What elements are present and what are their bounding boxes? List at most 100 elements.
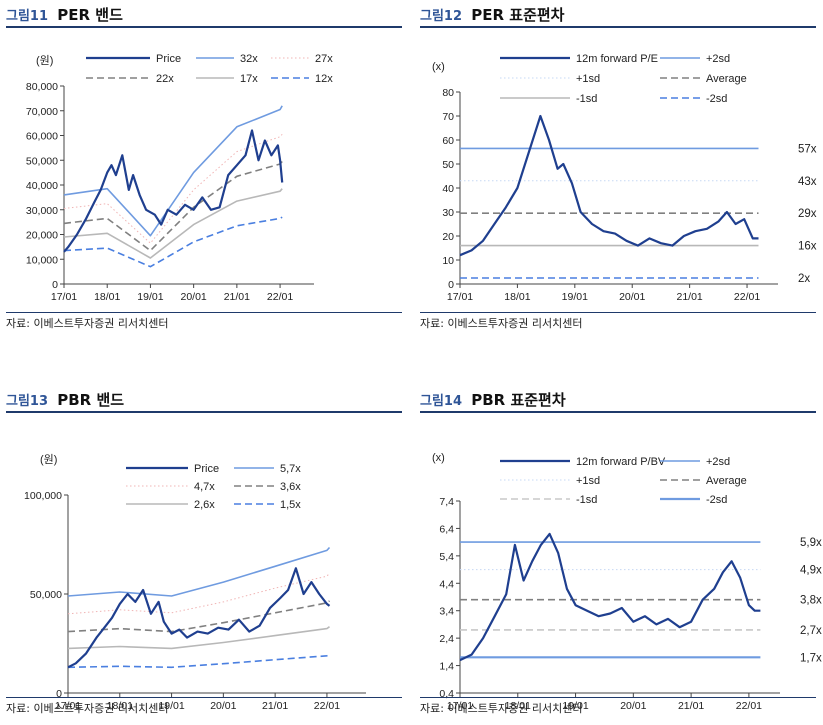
chart-per-band: (원) 0 10,000 20,000 30,000 40,000 50,000 60,000…	[26, 53, 333, 303]
x-tick-label: 21/01	[676, 291, 702, 303]
legend-label: Price	[156, 53, 181, 65]
x-tick-label: 19/01	[562, 291, 588, 303]
unit-label: (x)	[432, 452, 445, 464]
y-tick-label: 80	[442, 87, 454, 99]
legend-label: +1sd	[576, 475, 600, 487]
source-note: 자료: 이베스트투자증권 리서치센터	[6, 697, 402, 716]
y-tick-label: 6,4	[439, 523, 454, 535]
unit-label: (x)	[432, 61, 445, 73]
x-tick-label: 20/01	[619, 291, 645, 303]
x-tick-label: 17/01	[447, 291, 473, 303]
legend-label: 12m forward P/BV	[576, 456, 666, 468]
legend-label: 17x	[240, 73, 258, 85]
series-line-4-7x	[67, 572, 330, 615]
legend-label: 5,7x	[280, 463, 301, 475]
y-tick-label: 0	[52, 279, 58, 291]
series-line-12m-forward-p-bv	[459, 532, 761, 662]
title-divider	[420, 26, 816, 28]
y-tick-label: 60,000	[26, 131, 58, 143]
y-tick-label: 30	[442, 207, 454, 219]
unit-label: (원)	[36, 54, 53, 67]
x-tick-label: 18/01	[505, 700, 531, 712]
y-tick-label: 5,4	[439, 551, 454, 563]
chart-title: PER 밴드	[57, 6, 123, 24]
legend-label: +2sd	[706, 456, 730, 468]
series-line-2-6x	[67, 626, 330, 650]
band-value-label: 5,9x	[800, 537, 822, 549]
band-value-label: 2,7x	[800, 625, 822, 637]
x-tick-label: 20/01	[181, 291, 207, 303]
source-note: 자료: 이베스트투자증권 리서치센터	[420, 312, 816, 331]
legend-label: 27x	[315, 53, 333, 65]
unit-label: (원)	[40, 453, 57, 466]
y-tick-label: 70,000	[26, 106, 58, 118]
series-line-17x	[63, 188, 283, 259]
chart-heading: 그림13 PBR 밴드	[6, 389, 124, 410]
x-tick-label: 18/01	[107, 700, 133, 712]
legend-label: -1sd	[576, 93, 597, 105]
chart-heading: 그림11 PER 밴드	[6, 4, 123, 25]
source-note: 자료: 이베스트투자증권 리서치센터	[420, 697, 816, 716]
x-tick-label: 19/01	[137, 291, 163, 303]
band-value-label: 1,7x	[800, 652, 822, 664]
band-value-label: 16x	[798, 241, 817, 253]
x-tick-label: 17/01	[51, 291, 77, 303]
series-line-12x	[63, 216, 283, 268]
series-line-12m-forward-p-e	[459, 114, 759, 257]
y-tick-label: 60	[442, 135, 454, 147]
figure-number: 그림13	[6, 394, 49, 409]
series-line-price	[63, 129, 284, 253]
series-line-price	[67, 567, 331, 669]
y-tick-label: 80,000	[26, 81, 58, 93]
legend-label: +2sd	[706, 53, 730, 65]
chart-heading: 그림14 PBR 표준편차	[420, 389, 566, 410]
title-divider	[6, 26, 402, 28]
legend-label: 1,5x	[280, 499, 301, 511]
y-tick-label: 4,4	[439, 578, 454, 590]
y-tick-label: 3,4	[439, 606, 454, 618]
legend-label: 32x	[240, 53, 258, 65]
chart-panel-per-band: 그림11 PER 밴드 (원) 0 10,000 20,000 30,000 40,000…	[6, 0, 406, 340]
y-tick-label: 100,000	[24, 490, 62, 502]
x-tick-label: 19/01	[562, 700, 588, 712]
x-tick-label: 20/01	[210, 700, 236, 712]
chart-panel-per-stdev: 그림12 PER 표준편차 (x) 0 10 20 30 40 50 60 70 80 17/01 1…	[420, 0, 820, 340]
y-tick-label: 0	[56, 688, 62, 700]
y-tick-label: 1,4	[439, 661, 454, 673]
series-line-3-6x	[67, 600, 330, 633]
band-value-label: 2x	[798, 273, 810, 285]
series-line-32x	[63, 105, 283, 237]
y-tick-label: 0	[448, 279, 454, 291]
legend-label: Average	[706, 475, 747, 487]
legend-label: -2sd	[706, 494, 727, 506]
x-tick-label: 22/01	[736, 700, 762, 712]
x-tick-label: 21/01	[224, 291, 250, 303]
title-divider	[420, 411, 816, 413]
x-tick-label: 19/01	[158, 700, 184, 712]
y-tick-label: 20,000	[26, 230, 58, 242]
chart-title: PER 표준편차	[471, 6, 565, 24]
series-line-5-7x	[67, 546, 331, 597]
x-tick-label: 18/01	[504, 291, 530, 303]
band-value-label: 29x	[798, 208, 817, 220]
chart-title: PBR 표준편차	[471, 391, 566, 409]
series-line-27x	[63, 133, 283, 244]
series-line-22x	[63, 160, 283, 252]
x-tick-label: 22/01	[267, 291, 293, 303]
x-tick-label: 20/01	[620, 700, 646, 712]
band-value-label: 57x	[798, 143, 817, 155]
y-tick-label: 10	[442, 255, 454, 267]
figure-number: 그림14	[420, 394, 463, 409]
legend-label: 12m forward P/E	[576, 53, 658, 65]
y-tick-label: 30,000	[26, 205, 58, 217]
chart-pbr-stdev: (x)0,41,42,43,44,45,46,47,417/01 18/01 19/…	[432, 452, 822, 712]
legend-label: -1sd	[576, 494, 597, 506]
legend-label: Price	[194, 463, 219, 475]
chart-title: PBR 밴드	[57, 391, 125, 409]
legend-label: -2sd	[706, 93, 727, 105]
y-tick-label: 10,000	[26, 254, 58, 266]
y-tick-label: 50	[442, 159, 454, 171]
legend-label: +1sd	[576, 73, 600, 85]
chart-panel-pbr-band: 그림13 PBR 밴드 (원) 0 50,000 100,000 17/01 18/01 1…	[6, 385, 406, 725]
figure-number: 그림11	[6, 9, 49, 24]
